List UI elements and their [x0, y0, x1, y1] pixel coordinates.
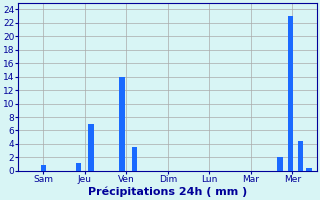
- Bar: [119, 77, 125, 171]
- Bar: [88, 124, 94, 171]
- Bar: [277, 157, 283, 171]
- Bar: [76, 163, 81, 171]
- Bar: [132, 147, 137, 171]
- Bar: [41, 165, 46, 171]
- Bar: [298, 141, 303, 171]
- X-axis label: Précipitations 24h ( mm ): Précipitations 24h ( mm ): [88, 187, 247, 197]
- Bar: [288, 16, 293, 171]
- Bar: [306, 168, 312, 171]
